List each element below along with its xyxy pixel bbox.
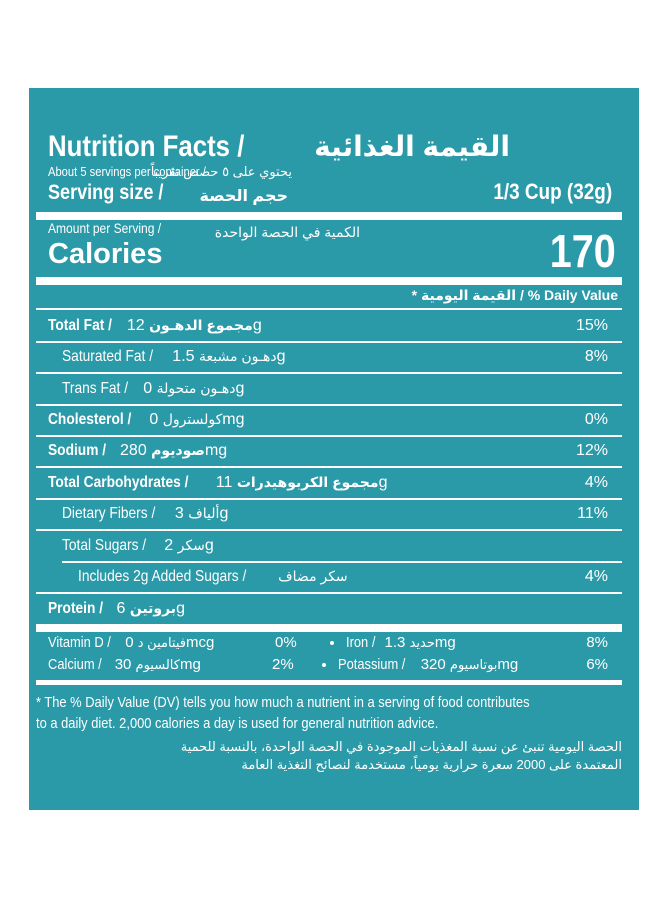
serving-size-label-ar: حجم الحصة <box>199 188 288 205</box>
iron-dv: 8% <box>586 634 608 651</box>
divider-row <box>36 435 622 437</box>
iron-row: Iron / حديد 1.3mg <box>330 634 456 651</box>
divider-row <box>62 561 622 563</box>
nutrition-panel <box>29 88 639 810</box>
daily-value-header-ar: القيمة اليومية <box>421 287 517 303</box>
thick-divider-vitamins <box>36 624 622 632</box>
divider-dv <box>36 308 622 310</box>
divider-row <box>36 529 622 531</box>
thick-divider-footnote <box>36 680 622 685</box>
nutrient-row-added-sugars: Includes 2g Added Sugars / سكر مضاف <box>78 568 348 585</box>
potassium-row: Potassium / بوتاسيوم 320mg <box>322 656 518 673</box>
nutrient-row-sodium: Sodium / صوديوم 280mg <box>48 442 228 459</box>
daily-value-star: * <box>411 287 418 303</box>
title-en: Nutrition Facts / <box>48 130 245 163</box>
amount-per-serving-ar: الكمية في الحصة الواحدة <box>214 224 360 240</box>
amount-per-serving-en: Amount per Serving / <box>48 220 162 236</box>
dv-added-sugars: 4% <box>584 568 608 585</box>
title-ar: القيمة الغذائية <box>314 131 510 162</box>
vitamin-d-row: Vitamin D / فيتامين د 0mcg <box>48 634 215 651</box>
potassium-dv: 6% <box>586 656 608 673</box>
dv-cholesterol: 0% <box>584 411 608 428</box>
bullet-icon <box>330 641 334 646</box>
servings-per-container-ar: يحتوي على ٥ حصص تقريباً <box>150 164 292 179</box>
calories-value: 170 <box>549 225 616 277</box>
dv-total-fat: 15% <box>575 317 608 334</box>
nutrient-row-saturated-fat: Saturated Fat / دهـون مشبعة 1.5g <box>62 348 286 365</box>
divider-row <box>36 466 622 468</box>
nutrient-row-trans-fat: Trans Fat / دهـون متحولة 0g <box>62 380 245 397</box>
daily-value-header-en: / % Daily Value <box>519 287 618 303</box>
dv-sodium: 12% <box>575 442 608 459</box>
vitamin-d-dv: 0% <box>275 634 297 651</box>
divider-row <box>36 404 622 406</box>
calcium-dv: 2% <box>272 656 294 673</box>
divider-row <box>36 592 622 594</box>
bullet-icon <box>322 663 326 668</box>
divider-row <box>36 498 622 500</box>
nutrient-row-cholesterol: Cholesterol / كولسترول 0mg <box>48 411 245 428</box>
divider-row <box>36 341 622 343</box>
thick-divider-calories <box>36 277 622 285</box>
footnote-en-line1: * The % Daily Value (DV) tells you how m… <box>36 694 530 711</box>
serving-size-label-en: Serving size / <box>48 181 164 204</box>
daily-value-header: * القيمة اليومية / % Daily Value <box>412 287 618 304</box>
footnote-en-line2: to a daily diet. 2,000 calories a day is… <box>36 715 439 732</box>
thick-divider-top <box>36 212 622 220</box>
calcium-row: Calcium / كالسيوم 30mg <box>48 656 201 673</box>
divider-row <box>36 372 622 374</box>
serving-size-value: 1/3 Cup (32g) <box>493 179 612 204</box>
nutrient-row-dietary-fibers: Dietary Fibers / ألياف 3g <box>62 505 229 522</box>
nutrient-row-total-fat: Total Fat / مجموع الدهـون 12g <box>48 317 262 334</box>
nutrient-row-total-carbohydrates: Total Carbohydrates / مجموع الكربوهيدرات… <box>48 474 388 491</box>
dv-total-carbohydrates: 4% <box>584 474 608 491</box>
dv-saturated-fat: 8% <box>584 348 608 365</box>
servings-per-container-en: About 5 servings per container / <box>48 164 206 179</box>
dv-dietary-fibers: 11% <box>577 505 608 522</box>
footnote-ar-line1: الحصة اليومية تنبئ عن نسبة المغذيات المو… <box>180 739 622 754</box>
nutrient-row-protein: Protein / بروتين 6g <box>48 600 185 617</box>
footnote-ar-line2: المعتمدة على 2000 سعرة حرارية يومياً، مس… <box>241 757 622 772</box>
calories-label: Calories <box>48 238 163 270</box>
nutrient-row-total-sugars: Total Sugars / سكر 2g <box>62 537 214 554</box>
